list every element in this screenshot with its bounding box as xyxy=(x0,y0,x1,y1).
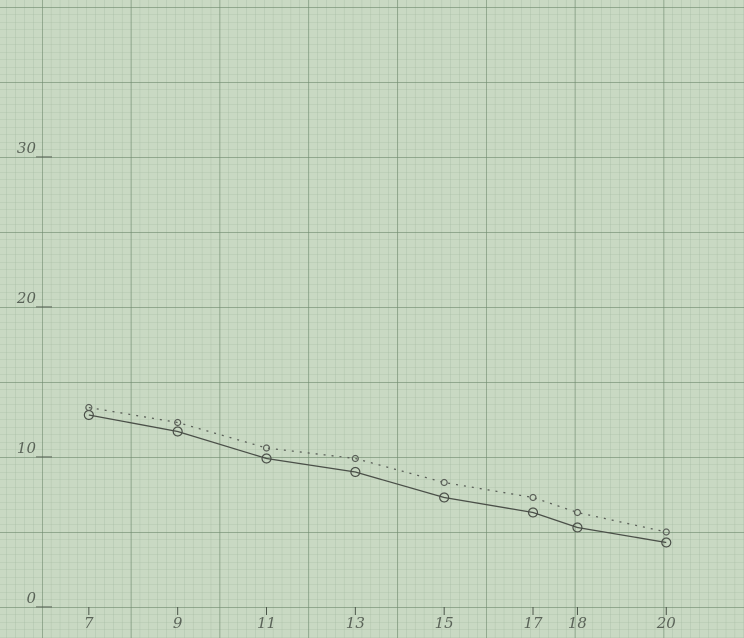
x-tick-label: 20 xyxy=(656,614,677,632)
x-tick-label: 11 xyxy=(257,614,276,632)
data-point xyxy=(85,403,93,412)
x-tick-label: 9 xyxy=(173,614,183,632)
x-tick-label: 15 xyxy=(435,614,454,632)
x-tick-label: 7 xyxy=(84,614,94,632)
data-point xyxy=(351,454,359,463)
x-tick-label: 17 xyxy=(523,614,543,632)
data-point xyxy=(573,508,582,517)
data-point xyxy=(261,453,272,464)
data-point xyxy=(350,466,361,478)
series-line xyxy=(88,406,667,533)
y-tick-label: 0 xyxy=(26,589,36,607)
y-tick-label: 20 xyxy=(16,289,37,307)
data-point xyxy=(527,507,539,518)
data-point xyxy=(172,426,183,437)
data-point xyxy=(174,418,182,427)
data-point xyxy=(529,493,537,502)
data-point xyxy=(572,522,583,533)
data-point xyxy=(262,444,271,452)
data-point xyxy=(440,478,448,487)
x-tick-label: 13 xyxy=(346,614,365,632)
series-line xyxy=(88,414,667,544)
y-tick-label: 10 xyxy=(17,439,37,457)
data-point xyxy=(662,528,670,536)
x-tick-label: 18 xyxy=(568,614,587,632)
data-point xyxy=(439,492,450,503)
y-tick-label: 30 xyxy=(17,139,37,157)
data-point xyxy=(661,537,672,548)
